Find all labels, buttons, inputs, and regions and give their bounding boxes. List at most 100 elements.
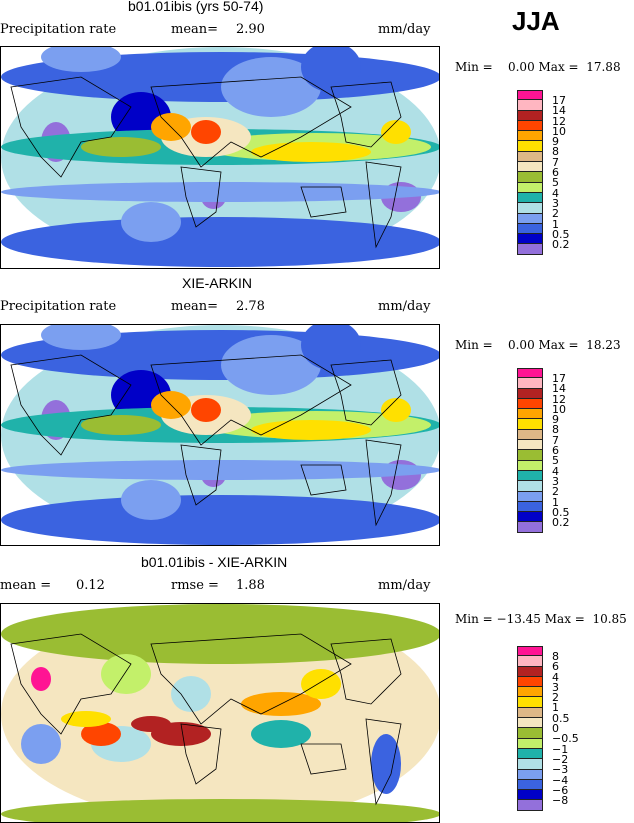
colorbar-tick-label: −3 [552,763,569,777]
colorbar-tick-label: 8 [552,423,559,437]
colorbar-tick-label: 1 [552,701,559,715]
colorbar-swatch [517,656,543,667]
precip-region [21,724,61,764]
colorbar-swatch [517,419,543,430]
colorbar-tick-label: −1 [552,742,569,756]
panel2-mean: 2.78 [236,299,265,314]
map-field [1,604,439,822]
colorbar-swatch [517,687,543,698]
colorbar-tick-label: −2 [552,752,569,766]
colorbar-tick-label: 6 [552,166,559,180]
colorbar-swatch [517,234,543,245]
colorbar-tick-label: 3 [552,680,559,694]
precip-region [1,799,439,822]
precip-region [121,202,181,242]
coastline [180,723,222,785]
precip-region [221,335,321,395]
panel1-colorbar [517,90,543,255]
colorbar-swatch [517,192,543,204]
colorbar-swatch [517,182,543,193]
precip-region [381,398,411,422]
colorbar-tick-label: −4 [552,773,569,787]
colorbar-swatch [517,759,543,770]
coastline [365,718,402,806]
colorbar-swatch [517,90,543,101]
panel1-minmax: Min = 0.00 Max = 17.88 [455,60,621,74]
colorbar-swatch [517,131,543,142]
colorbar-tick-label: 6 [552,444,559,458]
precip-region [191,398,221,422]
colorbar-swatch [517,512,543,523]
colorbar-tick-label: 2 [552,485,559,499]
colorbar-tick-label: 4 [552,670,559,684]
panel1-title: b01.01ibis (yrs 50-74) [128,0,264,14]
coastline [10,76,132,178]
colorbar-tick-label: 4 [552,186,559,200]
colorbar-swatch [517,203,543,214]
colorbar-tick-label: 0.5 [552,227,570,241]
precip-region [191,120,221,144]
colorbar-tick-label: 9 [552,135,559,149]
colorbar-tick-label: 9 [552,413,559,427]
precip-region [81,415,161,435]
colorbar-swatch [517,409,543,420]
colorbar-swatch [517,470,543,482]
colorbar-swatch [517,172,543,183]
colorbar-swatch [517,666,543,677]
colorbar-swatch [517,748,543,760]
colorbar-tick-label: 8 [552,650,559,663]
colorbar-swatch [517,522,543,533]
precip-region [31,667,51,691]
coastline [150,354,352,446]
panel2-map [0,324,440,546]
colorbar-tick-label: 7 [552,155,559,169]
colorbar-swatch [517,738,543,749]
panel1-units: mm/day [378,22,431,37]
precip-region [301,325,361,370]
precip-region [371,734,401,794]
panel2-minmax: Min = 0.00 Max = 18.23 [455,338,621,352]
coastline [330,638,402,705]
coastline [330,359,402,426]
precip-region [251,720,311,748]
colorbar-swatch [517,378,543,389]
colorbar-swatch [517,460,543,471]
panel3-map [0,603,440,823]
colorbar-swatch [517,769,543,780]
colorbar-swatch [517,398,543,410]
colorbar-tick-label: 0.5 [552,505,570,519]
precip-region [81,722,121,746]
panel3-colorbar-ticks: 8 6 4 3 2 1 0.5 0 −0.5 −1 −2 −3 −4 −6 −8 [552,650,579,806]
coastline [150,76,352,168]
coastline [300,464,347,496]
colorbar-swatch [517,151,543,163]
coastline [10,633,132,735]
coastline [180,444,222,506]
panel2-mean-label: mean= [171,299,219,314]
colorbar-tick-label: −0.5 [552,732,579,746]
panel2-colorbar-ticks: 17 14 12 10 9 8 7 6 5 4 3 2 1 0.5 0.2 [552,373,570,528]
colorbar-tick-label: 7 [552,433,559,447]
precip-region [121,480,181,520]
panel3-mean-label: mean = [0,578,52,593]
colorbar-tick-label: 12 [552,392,566,406]
precip-region [41,325,121,350]
colorbar-tick-label: −6 [552,783,569,797]
panel2-colorbar [517,368,543,533]
precip-region [251,142,371,162]
colorbar-swatch [517,162,543,173]
colorbar-tick-label: 14 [552,382,566,396]
colorbar-swatch [517,481,543,492]
precip-region [301,669,341,699]
colorbar-swatch [517,676,543,688]
colorbar-swatch [517,707,543,719]
colorbar-tick-label: 0.2 [552,238,570,252]
colorbar-tick-label: 1 [552,495,559,509]
colorbar-swatch [517,501,543,513]
precip-region [81,137,161,157]
coastline [365,439,402,527]
precip-region [221,57,321,117]
panel3-units: mm/day [378,578,431,593]
colorbar-swatch [517,368,543,379]
precip-region [61,711,111,727]
